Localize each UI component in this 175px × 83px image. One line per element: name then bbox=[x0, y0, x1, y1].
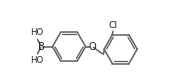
Text: B: B bbox=[38, 42, 45, 52]
Text: HO: HO bbox=[30, 56, 43, 65]
Text: O: O bbox=[88, 42, 96, 52]
Text: HO: HO bbox=[30, 28, 43, 37]
Text: Cl: Cl bbox=[108, 21, 118, 30]
